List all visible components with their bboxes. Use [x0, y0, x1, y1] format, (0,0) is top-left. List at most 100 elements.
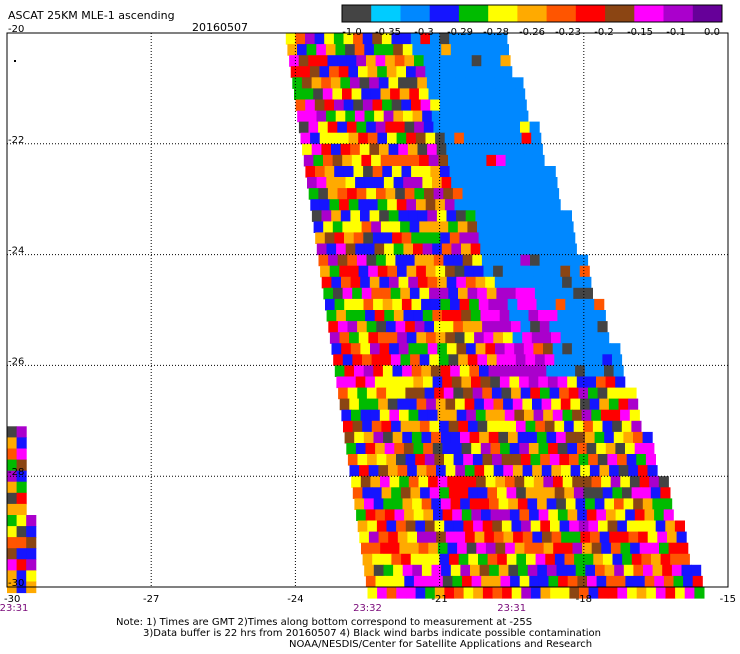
heatmap-cell	[364, 564, 375, 577]
heatmap-cell	[385, 121, 396, 134]
heatmap-cell	[660, 487, 671, 499]
heatmap-cell	[382, 99, 393, 112]
heatmap-cell	[439, 99, 450, 112]
heatmap-cell	[470, 564, 481, 577]
heatmap-cell	[481, 188, 492, 200]
heatmap-cell	[675, 587, 686, 599]
heatmap-cell	[7, 570, 18, 582]
colorbar-label: -0.29	[447, 27, 473, 38]
heatmap-cell	[514, 343, 525, 355]
heatmap-cell	[410, 553, 421, 566]
heatmap-cell	[16, 459, 27, 472]
heatmap-cell	[596, 509, 607, 521]
heatmap-cell	[545, 487, 556, 499]
heatmap-cell	[594, 298, 605, 311]
heatmap-cell	[445, 332, 456, 344]
heatmap-cell	[447, 88, 458, 100]
heatmap-cell	[610, 476, 621, 488]
heatmap-cell	[519, 575, 530, 588]
heatmap-cell	[425, 132, 436, 145]
heatmap-cell	[406, 199, 417, 211]
heatmap-cell	[575, 431, 586, 444]
heatmap-cell	[403, 443, 414, 455]
heatmap-cell	[379, 409, 390, 422]
heatmap-cell	[606, 575, 617, 588]
heatmap-cell	[374, 110, 385, 123]
heatmap-cell	[348, 265, 359, 278]
heatmap-cell	[583, 420, 594, 433]
colorbar-segment	[371, 5, 401, 22]
heatmap-cell	[443, 188, 454, 200]
heatmap-cell	[362, 99, 373, 112]
heatmap-cell	[386, 587, 397, 599]
heatmap-cell	[502, 265, 513, 278]
heatmap-cell	[573, 354, 584, 366]
heatmap-cell	[455, 465, 466, 477]
heatmap-cell	[470, 310, 481, 322]
heatmap-cell	[393, 564, 404, 577]
heatmap-cell	[289, 55, 300, 67]
heatmap-cell	[314, 99, 325, 112]
heatmap-cell	[602, 553, 613, 566]
heatmap-cell	[429, 287, 440, 300]
heatmap-cell	[381, 354, 392, 366]
heatmap-cell	[16, 503, 27, 516]
heatmap-cell	[462, 188, 473, 200]
heatmap-cell	[417, 531, 428, 544]
heatmap-cell	[494, 210, 505, 222]
colorbar-label: -0.35	[375, 27, 401, 38]
heatmap-cell	[327, 55, 338, 67]
heatmap-cell	[408, 343, 419, 355]
heatmap-cell	[477, 354, 488, 366]
heatmap-cell	[387, 265, 398, 278]
heatmap-cell	[554, 487, 565, 499]
heatmap-cell	[333, 354, 344, 366]
heatmap-cell	[504, 276, 515, 289]
heatmap-cell	[419, 354, 430, 366]
heatmap-cell	[509, 509, 520, 521]
heatmap-cell	[509, 310, 520, 322]
heatmap-cell	[490, 310, 501, 322]
heatmap-cell	[305, 99, 316, 112]
heatmap-cell	[472, 387, 483, 400]
heatmap-cell	[525, 487, 536, 499]
heatmap-cell	[319, 199, 330, 211]
heatmap-cell	[531, 332, 542, 344]
heatmap-cell	[571, 343, 582, 355]
heatmap-cell	[373, 431, 384, 444]
heatmap-cell	[366, 188, 377, 200]
heatmap-cell	[480, 177, 491, 189]
heatmap-cell	[403, 110, 414, 123]
heatmap-cell	[582, 542, 593, 555]
heatmap-cell	[451, 310, 462, 322]
heatmap-cell	[479, 564, 490, 577]
heatmap-cell	[469, 498, 480, 510]
heatmap-cell	[550, 199, 561, 211]
heatmap-cell	[337, 121, 348, 134]
heatmap-cell	[532, 398, 543, 411]
heatmap-cell	[658, 476, 669, 488]
heatmap-cell	[378, 77, 389, 89]
heatmap-cell	[300, 132, 311, 145]
heatmap-cell	[386, 66, 397, 78]
heatmap-cell	[339, 265, 350, 278]
heatmap-cell	[479, 431, 490, 444]
heatmap-cell	[16, 526, 27, 538]
heatmap-cell	[589, 465, 600, 477]
heatmap-cell	[490, 376, 501, 389]
heatmap-cell	[362, 420, 373, 433]
heatmap-cell	[345, 177, 356, 189]
heatmap-cell	[427, 343, 438, 355]
heatmap-cell	[483, 199, 494, 211]
heatmap-cell	[7, 470, 18, 483]
heatmap-cell	[394, 443, 405, 455]
heatmap-cell	[547, 376, 558, 389]
heatmap-cell	[26, 559, 37, 571]
heatmap-cell	[450, 564, 461, 577]
heatmap-cell	[454, 265, 465, 278]
heatmap-cell	[568, 254, 579, 267]
heatmap-cell	[330, 77, 341, 89]
heatmap-cell	[405, 454, 416, 466]
heatmap-cell	[331, 143, 342, 156]
heatmap-cell	[551, 398, 562, 411]
